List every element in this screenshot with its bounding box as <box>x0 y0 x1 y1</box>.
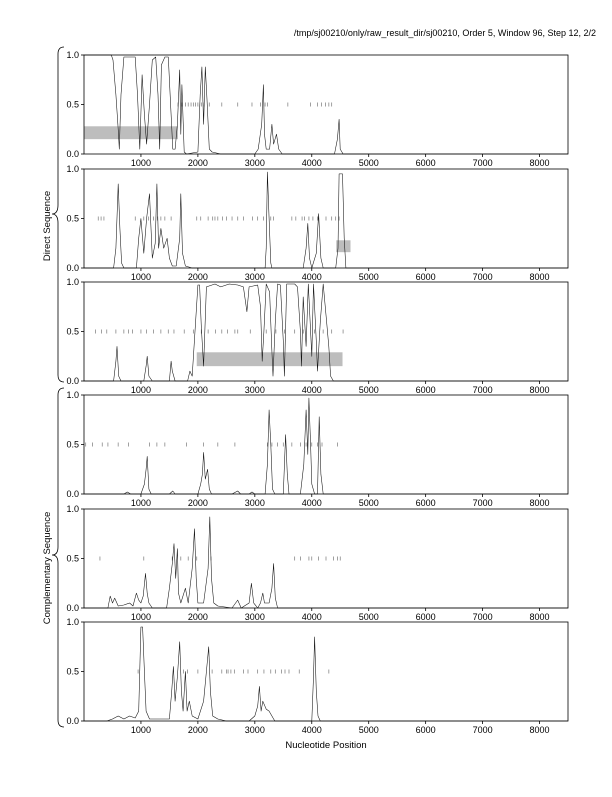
panels-group: 0.0 0.5 1.0 1000 2000 3000 4000 5000 6000 7000 800… <box>66 50 569 735</box>
x-tick-label: 3000 <box>245 498 265 508</box>
probability-trace <box>84 516 568 609</box>
y-tick-label: 0.0 <box>66 603 79 613</box>
panel-5: 0.0 0.5 1.0 1000 2000 3000 4000 5000 6000 7000 800… <box>66 504 569 622</box>
file-path-title: /tmp/sj00210/only/raw_result_dir/sj00210… <box>294 28 596 38</box>
probability-trace <box>84 171 568 269</box>
x-tick-label: 8000 <box>530 612 550 622</box>
x-tick-label: 4000 <box>302 385 322 395</box>
highlight-band <box>84 126 178 140</box>
y-tick-label: 0.5 <box>66 554 79 564</box>
panel-frame <box>83 621 569 722</box>
probability-trace <box>84 626 568 722</box>
x-tick-label: 1000 <box>131 272 151 282</box>
panel-2: 0.0 0.5 1.0 1000 2000 3000 4000 5000 6000 7000 800… <box>66 164 569 282</box>
x-tick-label: 1000 <box>131 498 151 508</box>
x-tick-label: 6000 <box>416 612 436 622</box>
panel-4: 0.0 0.5 1.0 1000 2000 3000 4000 5000 6000 7000 800… <box>66 390 569 508</box>
x-tick-label: 3000 <box>245 612 265 622</box>
x-tick-label: 7000 <box>473 272 493 282</box>
y-tick-label: 0.5 <box>66 327 79 337</box>
x-tick-label: 5000 <box>359 158 379 168</box>
x-tick-label: 3000 <box>245 725 265 735</box>
x-tick-label: 5000 <box>359 498 379 508</box>
direct-sequence-brace <box>51 46 65 383</box>
panel-1: 0.0 0.5 1.0 1000 2000 3000 4000 5000 6000 7000 800… <box>66 50 569 168</box>
x-tick-label: 1000 <box>131 612 151 622</box>
probability-trace <box>84 283 568 382</box>
x-tick-label: 4000 <box>302 498 322 508</box>
x-tick-label: 4000 <box>302 725 322 735</box>
y-tick-label: 0.5 <box>66 440 79 450</box>
x-tick-label: 3000 <box>245 272 265 282</box>
x-tick-label: 8000 <box>530 498 550 508</box>
x-tick-label: 5000 <box>359 612 379 622</box>
x-tick-label: 6000 <box>416 385 436 395</box>
x-tick-label: 8000 <box>530 272 550 282</box>
x-tick-label: 2000 <box>188 385 208 395</box>
x-tick-label: 2000 <box>188 158 208 168</box>
highlight-band <box>196 352 343 367</box>
x-tick-label: 6000 <box>416 498 436 508</box>
panel-6: 0.0 0.5 1.0 1000 2000 3000 4000 5000 6000 7000 800… <box>66 617 569 735</box>
y-tick-label: 1.0 <box>66 504 79 514</box>
x-tick-label: 4000 <box>302 272 322 282</box>
x-tick-label: 2000 <box>188 272 208 282</box>
x-tick-label: 3000 <box>245 158 265 168</box>
x-tick-label: 2000 <box>188 498 208 508</box>
x-tick-label: 3000 <box>245 385 265 395</box>
probability-trace <box>84 397 568 495</box>
y-tick-label: 0.0 <box>66 376 79 386</box>
x-tick-label: 1000 <box>131 385 151 395</box>
y-tick-label: 1.0 <box>66 164 79 174</box>
x-tick-label: 4000 <box>302 158 322 168</box>
x-tick-label: 7000 <box>473 725 493 735</box>
x-tick-label: 7000 <box>473 612 493 622</box>
x-tick-label: 7000 <box>473 498 493 508</box>
x-tick-label: 6000 <box>416 725 436 735</box>
y-tick-label: 0.5 <box>66 667 79 677</box>
y-tick-label: 0.5 <box>66 214 79 224</box>
y-tick-label: 1.0 <box>66 277 79 287</box>
y-tick-label: 0.0 <box>66 489 79 499</box>
x-tick-label: 5000 <box>359 385 379 395</box>
x-tick-label: 4000 <box>302 612 322 622</box>
complementary-sequence-brace <box>51 387 65 728</box>
x-tick-label: 7000 <box>473 385 493 395</box>
y-tick-label: 0.0 <box>66 149 79 159</box>
x-tick-label: 1000 <box>131 725 151 735</box>
x-tick-label: 8000 <box>530 385 550 395</box>
x-tick-label: 6000 <box>416 272 436 282</box>
panel-3: 0.0 0.5 1.0 1000 2000 3000 4000 5000 6000 7000 800… <box>66 277 569 395</box>
complementary-sequence-label: Complementary Sequence <box>42 512 53 624</box>
x-tick-label: 7000 <box>473 158 493 168</box>
y-tick-label: 1.0 <box>66 617 79 627</box>
x-tick-label: 2000 <box>188 725 208 735</box>
x-tick-label: 8000 <box>530 725 550 735</box>
probability-trace <box>84 54 568 155</box>
y-tick-label: 1.0 <box>66 390 79 400</box>
x-tick-label: 5000 <box>359 725 379 735</box>
direct-sequence-label: Direct Sequence <box>42 191 53 261</box>
x-tick-label: 1000 <box>131 158 151 168</box>
y-tick-label: 0.0 <box>66 263 79 273</box>
x-axis-title: Nucleotide Position <box>285 740 366 751</box>
x-tick-label: 2000 <box>188 612 208 622</box>
y-tick-label: 0.0 <box>66 716 79 726</box>
highlight-band <box>336 240 351 253</box>
x-tick-label: 8000 <box>530 158 550 168</box>
y-tick-label: 0.5 <box>66 100 79 110</box>
x-tick-label: 6000 <box>416 158 436 168</box>
x-tick-label: 5000 <box>359 272 379 282</box>
y-tick-label: 1.0 <box>66 50 79 60</box>
